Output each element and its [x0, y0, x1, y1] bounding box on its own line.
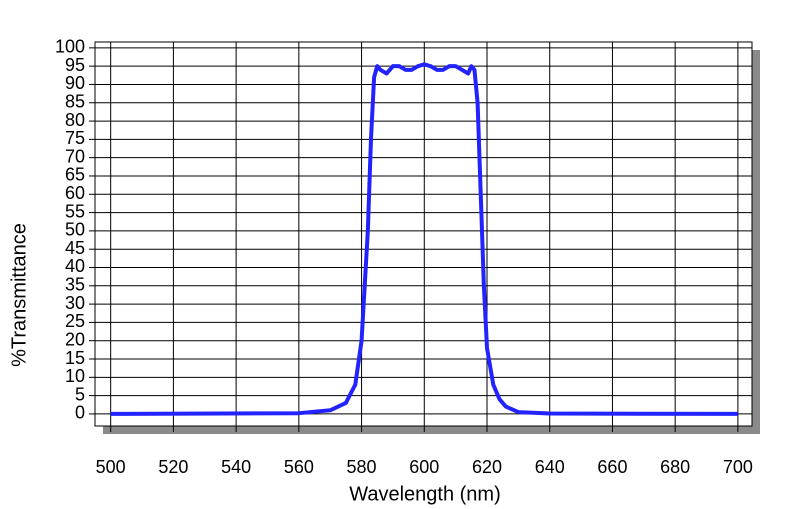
- y-tick-label: 85: [65, 92, 85, 112]
- y-tick-label: 60: [65, 183, 85, 203]
- y-tick-label: 70: [65, 146, 85, 166]
- y-tick-label: 45: [65, 238, 85, 258]
- y-tick-label: 50: [65, 220, 85, 240]
- x-tick-label: 660: [597, 457, 627, 477]
- y-tick-label: 100: [55, 37, 85, 57]
- y-tick-label: 75: [65, 128, 85, 148]
- y-tick-label: 10: [65, 366, 85, 386]
- x-tick-label: 620: [472, 457, 502, 477]
- x-tick-label: 640: [535, 457, 565, 477]
- y-tick-label: 25: [65, 311, 85, 331]
- x-tick-label: 560: [284, 457, 314, 477]
- y-tick-label: 0: [75, 403, 85, 423]
- y-tick-label: 55: [65, 201, 85, 221]
- x-tick-label: 680: [660, 457, 690, 477]
- y-tick-label: 95: [65, 55, 85, 75]
- x-tick-label: 520: [158, 457, 188, 477]
- data-line: [110, 62, 738, 416]
- y-axis-label: %Transmittance: [8, 223, 30, 367]
- y-tick-label: 5: [75, 384, 85, 404]
- x-tick-label: 700: [723, 457, 753, 477]
- y-tick-label: 15: [65, 348, 85, 368]
- x-axis-label: Wavelength (nm): [349, 483, 501, 505]
- y-tick-label: 35: [65, 275, 85, 295]
- plot-area: [94, 41, 753, 427]
- y-tick-label: 40: [65, 256, 85, 276]
- y-tick-label: 65: [65, 165, 85, 185]
- x-tick-label: 540: [221, 457, 251, 477]
- x-tick-label: 580: [347, 457, 377, 477]
- y-tick-label: 80: [65, 110, 85, 130]
- y-tick-label: 30: [65, 293, 85, 313]
- x-tick-label: 600: [409, 457, 439, 477]
- y-tick-label: 90: [65, 73, 85, 93]
- y-tick-label: 20: [65, 329, 85, 349]
- x-tick-label: 500: [96, 457, 126, 477]
